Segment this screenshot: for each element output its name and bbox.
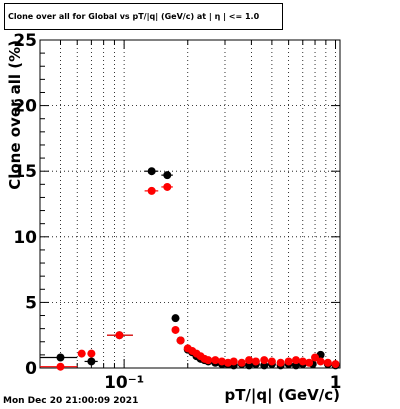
point-s1 [316, 357, 325, 366]
y-tick-label: 20 [13, 97, 37, 117]
y-tick-label: 25 [13, 31, 37, 51]
point-s1 [147, 186, 156, 195]
point-s1 [217, 357, 226, 366]
point-s1 [291, 356, 300, 365]
point-s1 [163, 182, 172, 191]
footer-timestamp: Mon Dec 20 21:00:09 2021 [3, 396, 139, 406]
grid-lines [39, 40, 340, 368]
point-s1 [204, 356, 213, 365]
point-s1 [245, 356, 254, 365]
point-s1 [323, 358, 332, 367]
chart-title: Clone over all for Global vs pT/|q| (GeV… [4, 3, 283, 30]
point-s1 [331, 360, 340, 369]
point-s1 [115, 331, 124, 340]
point-s1 [171, 325, 180, 334]
y-tick-label: 10 [13, 228, 37, 248]
point-s1 [267, 357, 276, 366]
y-tick-label: 5 [25, 293, 37, 313]
point-s1 [87, 349, 96, 358]
point-s1 [176, 336, 185, 345]
plot-border [39, 39, 341, 369]
point-s1 [56, 362, 65, 371]
y-tick-label: 0 [25, 359, 37, 379]
plot-frame [39, 39, 341, 369]
axis-labels: 0 5 10 15 20 25 10⁻¹ 1pT/|q| (GeV/c) Clone over … [6, 31, 341, 405]
point-s1 [251, 357, 260, 366]
point-s1 [284, 357, 293, 366]
x-tick-label: 1 [330, 373, 342, 393]
x-axis-label: pT/|q| (GeV/c) [224, 386, 340, 405]
point-s1 [305, 358, 314, 367]
point-s0 [163, 171, 172, 180]
point-s1 [229, 357, 238, 366]
point-s1 [311, 353, 320, 362]
y-tick-label: 15 [13, 162, 37, 182]
y-axis-label: Clone over all (%) [6, 40, 24, 190]
point-s1 [211, 356, 220, 365]
axis-ticks [39, 39, 340, 369]
point-s0 [56, 353, 65, 362]
point-s1 [298, 357, 307, 366]
point-s1 [276, 358, 285, 367]
point-s1 [77, 349, 86, 358]
point-s0 [87, 357, 96, 366]
point-s0 [147, 167, 156, 176]
point-s1 [260, 356, 269, 365]
data-marks [40, 167, 340, 371]
x-tick-label: 10⁻¹ [104, 373, 144, 393]
point-s1 [237, 358, 246, 367]
point-s0 [171, 314, 180, 323]
